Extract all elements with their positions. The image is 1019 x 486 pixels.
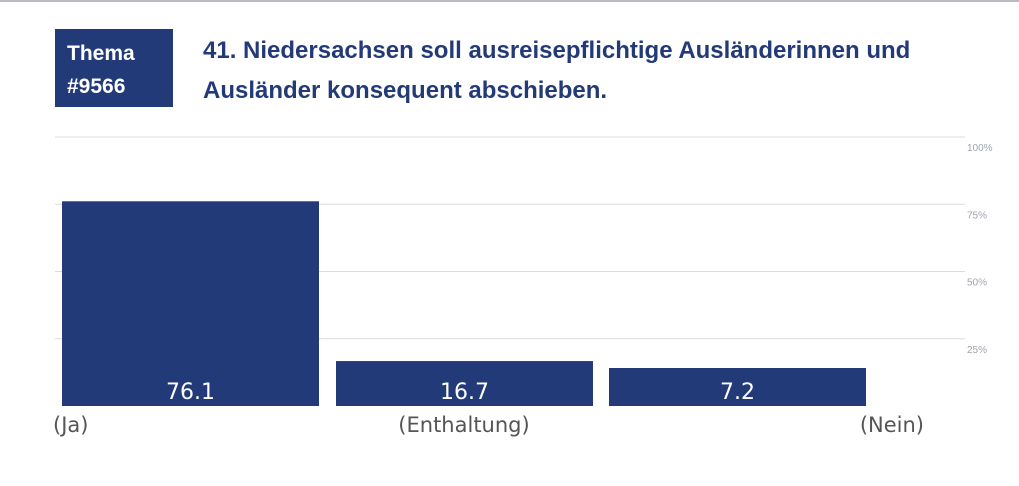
- y-tick-label: 50%: [967, 278, 987, 289]
- category-label: (Ja): [53, 413, 88, 437]
- bar-value-label: 76.1: [166, 380, 215, 405]
- badge-label: Thema: [67, 42, 135, 65]
- page-title: 41. Niedersachsen soll ausreisepflichtig…: [203, 37, 911, 104]
- y-tick-label: 75%: [967, 210, 987, 221]
- bar-enthaltung: [336, 361, 593, 406]
- category-label: (Nein): [860, 413, 924, 437]
- bar-nein: [609, 368, 866, 406]
- bar-value-label: 16.7: [440, 380, 489, 405]
- top-divider: [0, 0, 1019, 2]
- category-label: (Enthaltung): [398, 413, 529, 437]
- bar-value-label: 7.2: [720, 380, 755, 405]
- bar-ja: [62, 201, 319, 406]
- topic-badge: Thema #9566: [55, 29, 173, 107]
- badge-number: #9566: [67, 75, 126, 98]
- y-tick-label: 100%: [967, 143, 993, 154]
- y-tick-label: 25%: [967, 345, 987, 356]
